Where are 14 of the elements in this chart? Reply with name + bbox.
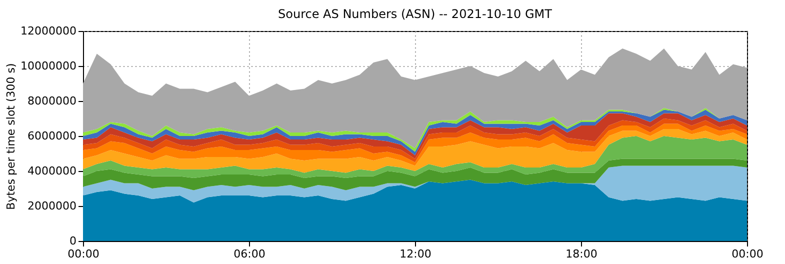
chart-title: Source AS Numbers (ASN) -- 2021-10-10 GMT (278, 7, 553, 21)
x-tick-label: 18:00 (566, 248, 598, 260)
x-tick-label: 00:00 (732, 248, 764, 260)
y-tick-label: 0 (70, 234, 76, 248)
y-tick-label: 2000000 (28, 200, 76, 212)
y-tick-label: 8000000 (28, 94, 76, 108)
x-tick-label: 06:00 (234, 248, 266, 260)
x-tick-label: 00:00 (68, 248, 100, 260)
y-tick-label: 4000000 (28, 164, 76, 178)
y-tick-label: 10000000 (20, 60, 76, 72)
y-tick-label: 6000000 (28, 130, 76, 142)
y-axis-title: Bytes per time slot (300 s) (4, 63, 18, 210)
x-tick-label: 12:00 (400, 248, 432, 260)
y-tick-label: 12000000 (20, 24, 76, 38)
